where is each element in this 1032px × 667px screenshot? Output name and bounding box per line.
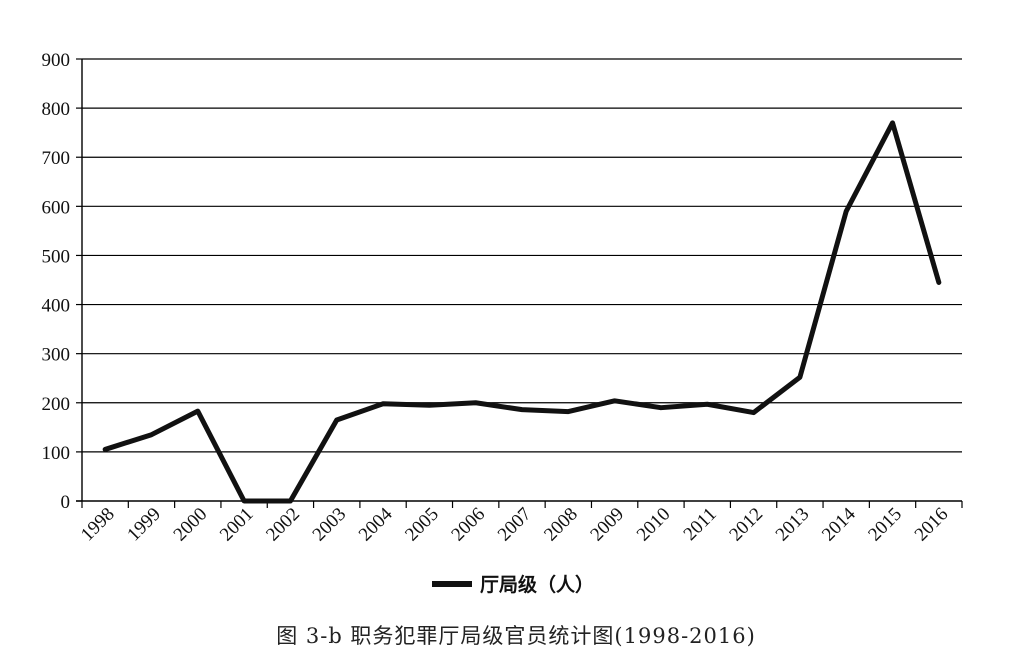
x-tick-label: 2001	[216, 504, 258, 546]
series-line	[102, 120, 942, 504]
x-tick-label: 2005	[401, 504, 443, 546]
x-tick-label: 1998	[77, 504, 119, 546]
x-tick-label: 2015	[864, 504, 906, 546]
y-tick-label: 300	[42, 345, 71, 366]
x-tick-label: 1999	[123, 504, 165, 546]
y-tick-label: 500	[42, 246, 71, 267]
y-tick-label: 700	[42, 148, 71, 169]
x-tick-label: 2003	[309, 504, 351, 546]
grid-lines	[82, 58, 962, 453]
data-point	[566, 410, 570, 414]
x-tick-label: 2012	[725, 504, 767, 546]
x-tick-label: 2016	[911, 504, 953, 546]
x-tick-label: 2013	[772, 504, 814, 546]
y-tick-label: 800	[42, 99, 71, 120]
y-tick-label: 200	[42, 394, 71, 415]
legend-label: 厅局级（人）	[480, 573, 594, 596]
x-tick-label: 2006	[448, 504, 490, 546]
data-point	[844, 209, 848, 213]
x-tick-label: 2014	[818, 503, 860, 545]
data-point	[242, 499, 246, 503]
y-tick-label: 100	[42, 443, 71, 464]
data-point	[613, 399, 617, 403]
legend: 厅局级（人）	[432, 573, 594, 596]
data-point	[474, 401, 478, 405]
data-point	[705, 402, 709, 406]
data-point	[937, 280, 941, 284]
y-tick-label: 400	[42, 296, 71, 317]
data-point	[335, 418, 339, 422]
x-tick-label: 2008	[540, 504, 582, 546]
data-point	[149, 433, 153, 437]
x-tick-label: 2010	[633, 504, 675, 546]
x-tick-label: 2002	[262, 504, 304, 546]
data-point	[196, 409, 200, 413]
x-tick-label: 2000	[170, 504, 212, 546]
x-tick-label: 2007	[494, 504, 536, 546]
figure-caption: 图 3-b 职务犯罪厅局级官员统计图(1998-2016)	[276, 624, 756, 648]
series-layer	[102, 120, 942, 504]
x-axis: 1998 1999 2000 2001 2002 2003 2004 2005 2006 2007…	[76, 500, 963, 546]
y-tick-label: 600	[42, 197, 71, 218]
data-point	[103, 447, 107, 451]
x-tick-label: 2011	[680, 504, 721, 545]
data-point	[520, 408, 524, 412]
data-point	[659, 406, 663, 410]
data-point	[427, 403, 431, 407]
x-tick-label: 2009	[586, 504, 628, 546]
y-tick-label: 900	[42, 50, 71, 71]
data-point	[381, 402, 385, 406]
data-point	[798, 375, 802, 379]
data-point	[288, 499, 292, 503]
y-axis: 0 100 200 300 400 500 600 700 800 900	[42, 50, 83, 513]
data-point	[752, 411, 756, 415]
x-tick-label: 2004	[355, 503, 397, 545]
data-point	[891, 121, 895, 125]
y-tick-label: 0	[61, 492, 71, 513]
